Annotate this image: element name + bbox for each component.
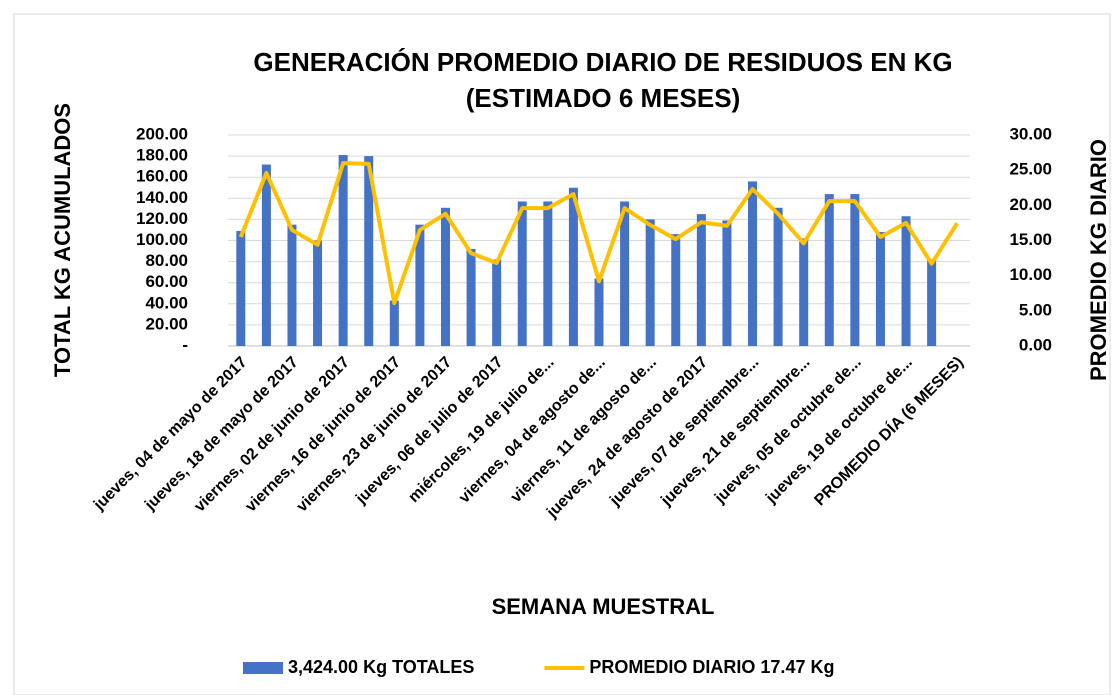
bar xyxy=(517,201,527,346)
bar xyxy=(389,300,399,346)
y2-tick-label: 25.00 xyxy=(1009,160,1052,179)
y-tick-label: 180.00 xyxy=(136,146,188,165)
y-axis-title: TOTAL KG ACUMULADOS xyxy=(50,103,75,377)
bar xyxy=(620,201,630,346)
bar xyxy=(696,214,706,346)
bar xyxy=(415,224,425,346)
bar xyxy=(927,259,937,346)
bar xyxy=(748,181,758,346)
bar xyxy=(466,248,476,346)
y-tick-label: 20.00 xyxy=(145,314,188,333)
bar xyxy=(313,240,323,346)
legend-label: 3,424.00 Kg TOTALES xyxy=(288,657,474,677)
x-axis-title: SEMANA MUESTRAL xyxy=(492,594,715,619)
bar xyxy=(492,259,502,346)
y-tick-label: 100.00 xyxy=(136,230,188,249)
chart-title: GENERACIÓN PROMEDIO DIARIO DE RESIDUOS E… xyxy=(253,47,952,77)
bar xyxy=(568,187,578,346)
y-tick-label: 120.00 xyxy=(136,209,188,228)
y2-tick-label: 20.00 xyxy=(1009,195,1052,214)
y2-tick-label: 15.00 xyxy=(1009,230,1052,249)
bar xyxy=(799,238,809,346)
y2-tick-label: 10.00 xyxy=(1009,265,1052,284)
legend-swatch xyxy=(243,662,283,674)
y-tick-label: 80.00 xyxy=(145,251,188,270)
chart-title: (ESTIMADO 6 MESES) xyxy=(466,83,740,113)
bar xyxy=(850,194,860,346)
y-tick-label: 200.00 xyxy=(136,124,188,143)
bar xyxy=(440,207,450,346)
bar xyxy=(773,207,783,346)
line xyxy=(238,161,959,306)
y-tick-label: 140.00 xyxy=(136,188,188,207)
bar xyxy=(287,224,297,346)
bar xyxy=(338,155,348,346)
bar xyxy=(645,219,655,346)
y-tick-label: 160.00 xyxy=(136,167,188,186)
bar xyxy=(364,156,374,346)
bar xyxy=(594,278,604,346)
bar xyxy=(875,232,885,346)
bar xyxy=(543,201,553,346)
y-tick-label: - xyxy=(182,335,188,354)
y-tick-label: 60.00 xyxy=(145,272,188,291)
legend-label: PROMEDIO DIARIO 17.47 Kg xyxy=(589,657,834,677)
chart-frame xyxy=(13,13,1111,695)
y2-tick-label: 30.00 xyxy=(1009,124,1052,143)
y2-tick-label: 0.00 xyxy=(1019,335,1052,354)
bar xyxy=(824,194,834,346)
y-tick-label: 40.00 xyxy=(145,293,188,312)
bar xyxy=(236,231,246,346)
bar xyxy=(901,216,911,346)
y2-axis-title: PROMEDIO KG DIARIO xyxy=(1086,139,1111,381)
bar xyxy=(261,164,271,346)
bar xyxy=(722,220,732,346)
y2-tick-label: 5.00 xyxy=(1019,300,1052,319)
bar xyxy=(671,234,681,346)
